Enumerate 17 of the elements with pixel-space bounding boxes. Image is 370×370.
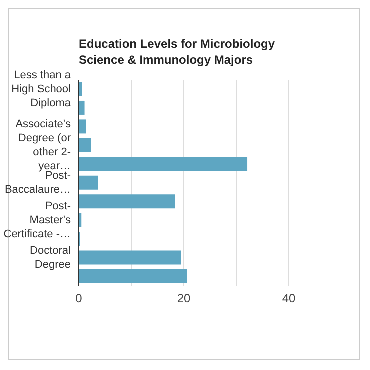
bar <box>79 157 248 172</box>
bar <box>79 270 188 284</box>
bar <box>79 138 92 152</box>
bar <box>79 194 176 209</box>
bar <box>79 250 182 265</box>
x-tick-label: 20 <box>177 292 191 306</box>
y-tick-label: Doctoral Degree <box>30 244 71 271</box>
y-tick-label: Less than a High School Diploma <box>12 69 72 110</box>
y-tick-label: Post-Baccalaure… <box>4 170 72 196</box>
bar <box>79 120 86 134</box>
bar <box>79 100 85 115</box>
chart-title: Education Levels for Microbiology Science & Immunology Majors <box>79 36 276 68</box>
y-tick-label: Associate's Degree (or other 2-year… <box>16 118 72 173</box>
x-tick-label: 40 <box>282 292 296 306</box>
y-tick-label: Post-Master's Certificate -… <box>4 200 72 240</box>
x-tick-label: 0 <box>76 292 83 306</box>
bar <box>79 176 98 190</box>
